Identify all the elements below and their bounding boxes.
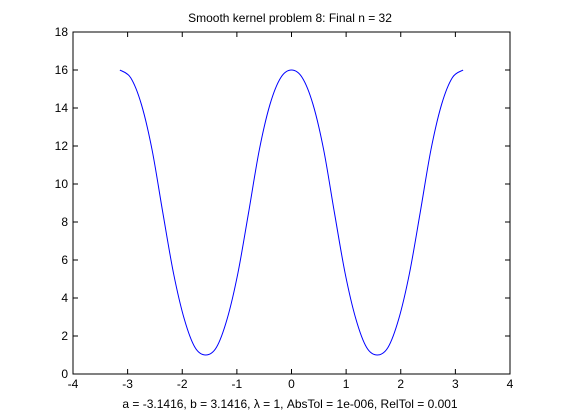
x-tick-label: 0 bbox=[288, 377, 295, 391]
y-tick-label: 12 bbox=[55, 139, 69, 153]
x-tick-label: 4 bbox=[507, 377, 514, 391]
data-series-line bbox=[119, 69, 464, 356]
x-tick-label: -3 bbox=[122, 377, 133, 391]
x-tick-label: -1 bbox=[232, 377, 243, 391]
x-axis-label: a = -3.1416, b = 3.1416, λ = 1, AbsTol =… bbox=[122, 397, 458, 411]
y-tick-label: 6 bbox=[61, 253, 68, 267]
x-tick-label: 2 bbox=[397, 377, 404, 391]
x-tick-label: 3 bbox=[452, 377, 459, 391]
y-tick-label: 18 bbox=[55, 25, 69, 39]
y-tick-label: 16 bbox=[55, 63, 69, 77]
y-tick-label: 14 bbox=[55, 101, 69, 115]
axis-ticks bbox=[72, 31, 511, 375]
plot-area bbox=[72, 31, 511, 375]
x-tick-label: 1 bbox=[343, 377, 350, 391]
y-tick-label: 10 bbox=[55, 177, 69, 191]
x-tick-label: -2 bbox=[177, 377, 188, 391]
y-tick-label: 2 bbox=[61, 329, 68, 343]
chart-title: Smooth kernel problem 8: Final n = 32 bbox=[188, 11, 392, 25]
y-tick-label: 0 bbox=[61, 367, 68, 381]
y-tick-label: 4 bbox=[61, 291, 68, 305]
x-tick-label: -4 bbox=[68, 377, 79, 391]
y-tick-label: 8 bbox=[61, 215, 68, 229]
